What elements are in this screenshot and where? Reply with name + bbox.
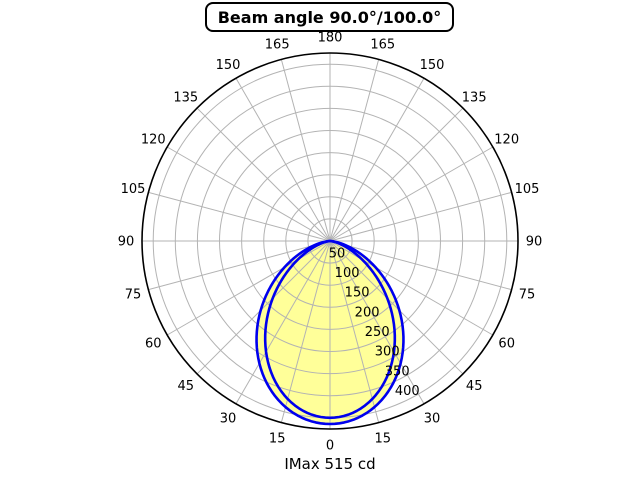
- angle-label-120-right: 120: [494, 133, 519, 148]
- grid-spoke-45: [329, 240, 464, 375]
- angle-label-120-left: 120: [141, 133, 166, 148]
- angle-label-135-right: 135: [462, 90, 487, 105]
- angle-label-30-left: 30: [220, 411, 237, 426]
- angle-label-0: 0: [326, 439, 334, 454]
- r-label-50: 50: [329, 246, 346, 261]
- angle-label-30-right: 30: [424, 411, 441, 426]
- grid-spoke-105: [329, 191, 512, 242]
- r-tick-labels: 50 100 150 200 250 300 350 400: [329, 246, 420, 399]
- grid-spoke-210: [235, 77, 331, 242]
- grid-spoke-120: [329, 146, 494, 242]
- r-label-100: 100: [335, 266, 360, 281]
- angle-label-75-left: 75: [125, 287, 142, 302]
- r-label-250: 250: [365, 325, 390, 340]
- r-label-300: 300: [375, 345, 400, 360]
- grid-spoke-255: [148, 191, 331, 242]
- angle-label-15-right: 15: [375, 432, 392, 447]
- grid-spoke-135: [329, 107, 464, 242]
- grid-spoke-285: [148, 240, 331, 291]
- imax-label: IMax 515 cd: [284, 455, 376, 473]
- r-label-150: 150: [345, 286, 370, 301]
- grid-spoke-240: [166, 146, 331, 242]
- angle-label-45-left: 45: [178, 379, 195, 394]
- angle-label-180: 180: [318, 31, 343, 46]
- grid-spoke-315: [196, 240, 331, 375]
- polar-spine: [141, 52, 519, 430]
- grid-spoke-345: [280, 240, 331, 423]
- intensity-curves: [255, 239, 405, 426]
- grid-spoke-15: [329, 240, 380, 423]
- chart-title: Beam angle 90.0°/100.0°: [217, 7, 442, 27]
- angle-label-45-right: 45: [466, 379, 483, 394]
- r-label-350: 350: [385, 364, 410, 379]
- angle-label-90-right: 90: [526, 235, 543, 250]
- angle-label-15-left: 15: [269, 432, 286, 447]
- grid-spoke-225: [196, 107, 331, 242]
- angle-label-60-left: 60: [145, 337, 162, 352]
- grid-spoke-75: [329, 240, 512, 291]
- angle-label-150-left: 150: [216, 58, 241, 73]
- grid-spokes: [142, 53, 518, 429]
- angle-tick-labels: 0 15 15 30 30 45 45 60 60 75 75 90 90 105 105 120 120 135…: [118, 31, 543, 454]
- angle-label-105-right: 105: [515, 182, 540, 197]
- grid-spoke-165: [329, 59, 380, 242]
- r-label-200: 200: [355, 305, 380, 320]
- grid-spoke-195: [280, 59, 331, 242]
- angle-label-105-left: 105: [121, 182, 146, 197]
- grid-spoke-30: [329, 240, 425, 405]
- r-label-400: 400: [395, 384, 420, 399]
- grid-spoke-150: [329, 77, 425, 242]
- intensity-curve-c0: [263, 239, 397, 420]
- grid-spoke-330: [235, 240, 331, 405]
- chart-title-box: Beam angle 90.0°/100.0°: [205, 2, 454, 32]
- angle-label-60-right: 60: [498, 337, 515, 352]
- angle-label-90-left: 90: [118, 235, 135, 250]
- angle-label-135-left: 135: [173, 90, 198, 105]
- angle-label-165-right: 165: [370, 38, 395, 53]
- angle-label-165-left: 165: [265, 38, 290, 53]
- angle-label-75-right: 75: [519, 287, 536, 302]
- intensity-curve-c90: [255, 239, 405, 426]
- angle-label-150-right: 150: [420, 58, 445, 73]
